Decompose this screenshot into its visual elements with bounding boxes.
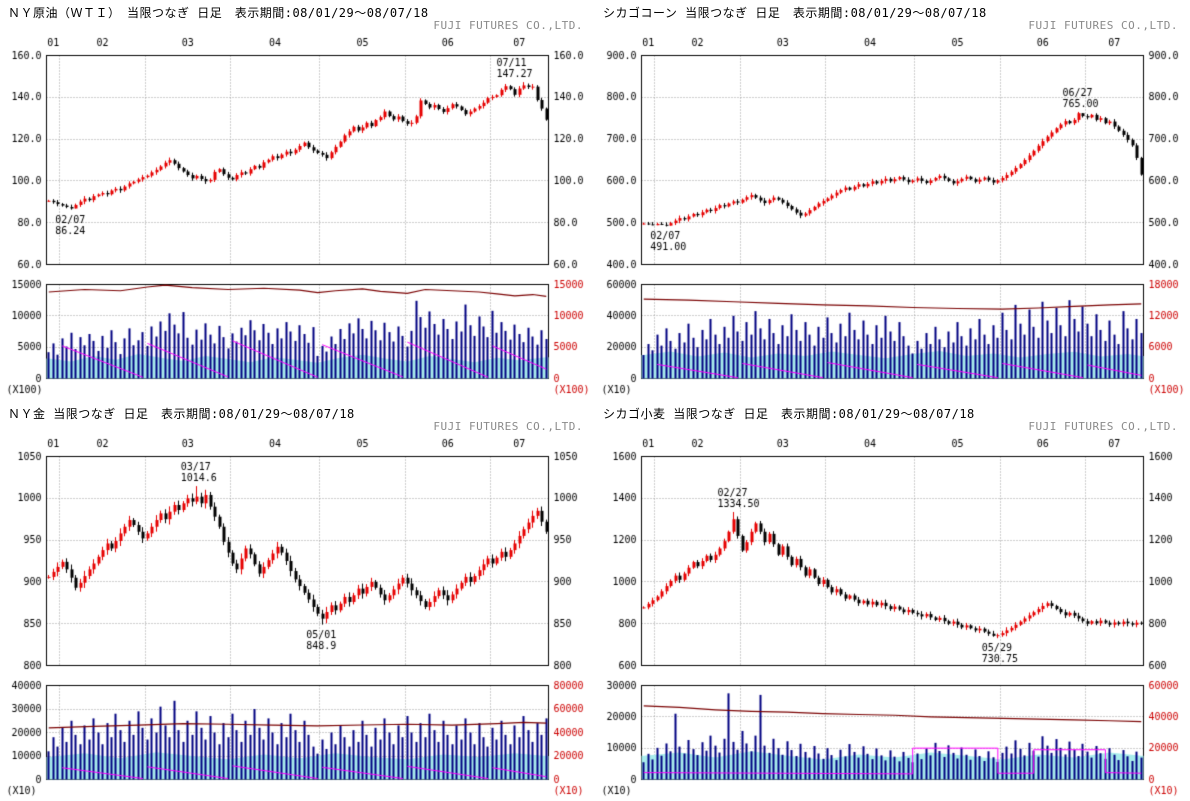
chicago-corn-chart xyxy=(595,0,1190,400)
chart-panel-chicago-wheat: シカゴ小麦 当限つなぎ 日足 表示期間:08/01/29～08/07/18 FU… xyxy=(595,401,1190,801)
chart-panel-chicago-corn: シカゴコーン 当限つなぎ 日足 表示期間:08/01/29～08/07/18 F… xyxy=(595,0,1190,400)
chart-panel-ny-crude: ＮＹ原油（ＷＴＩ） 当限つなぎ 日足 表示期間:08/01/29～08/07/1… xyxy=(0,0,595,400)
ny-crude-oil-chart xyxy=(0,0,595,400)
ny-gold-chart xyxy=(0,401,595,801)
chart-panel-ny-gold: ＮＹ金 当限つなぎ 日足 表示期間:08/01/29～08/07/18 FUJI… xyxy=(0,401,595,801)
chicago-wheat-chart xyxy=(595,401,1190,801)
